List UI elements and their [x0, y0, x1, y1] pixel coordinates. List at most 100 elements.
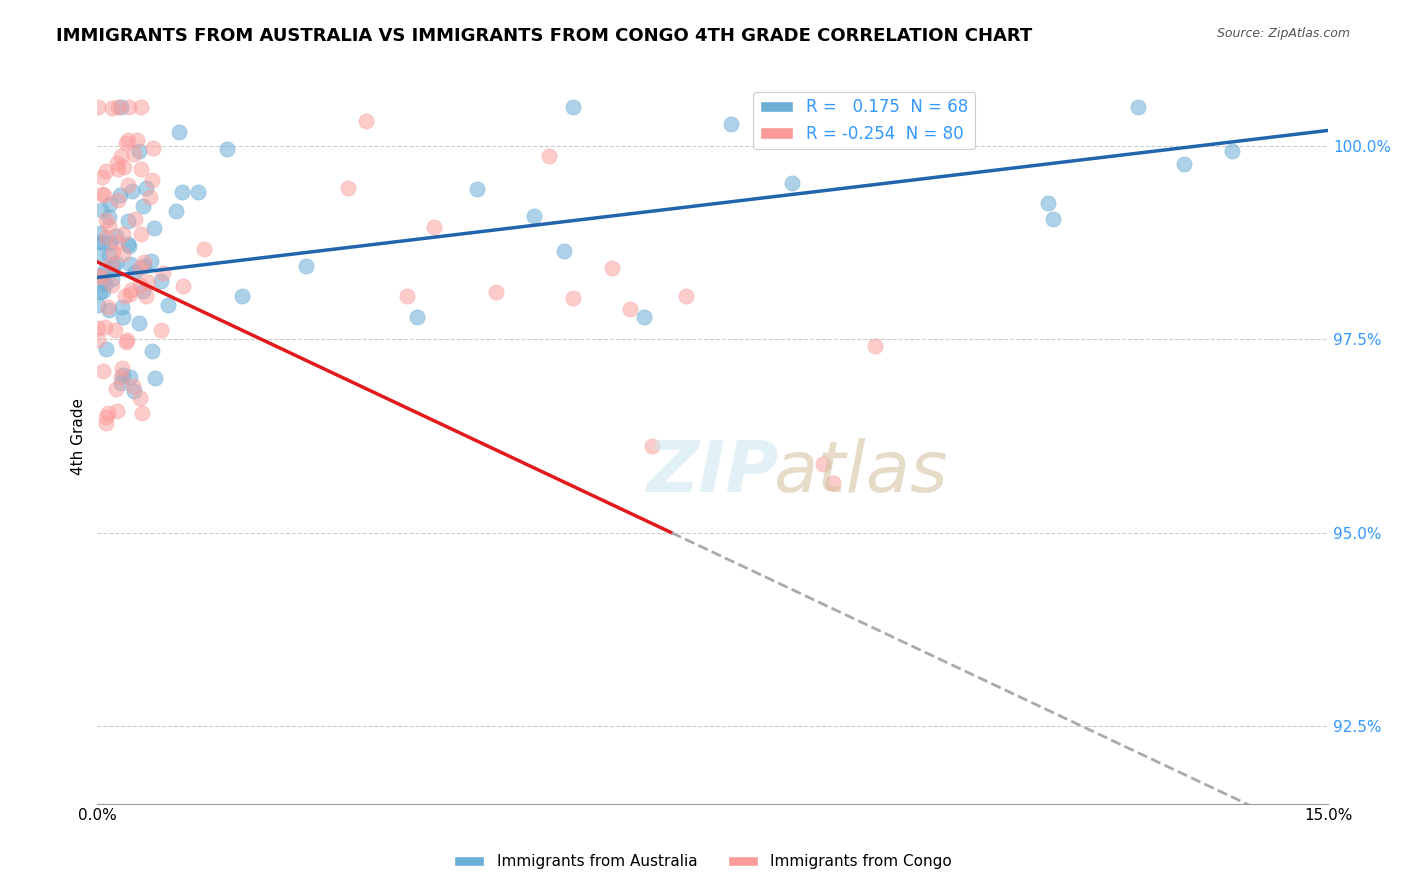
Point — [128, 144, 150, 158]
Point — [93, 263, 115, 277]
Point — [295, 260, 318, 274]
Point — [789, 120, 811, 135]
Point — [91, 186, 114, 201]
Point — [105, 382, 128, 396]
Point — [561, 292, 583, 306]
Point — [93, 235, 115, 249]
Point — [553, 244, 575, 258]
Point — [93, 277, 115, 291]
Point — [120, 257, 142, 271]
Point — [104, 323, 127, 337]
Point — [103, 244, 125, 259]
Point — [118, 239, 141, 253]
Point — [619, 301, 641, 316]
Point — [87, 247, 110, 261]
Point — [1128, 100, 1150, 114]
Point — [114, 136, 136, 150]
Point — [172, 279, 194, 293]
Point — [87, 235, 110, 250]
Point — [110, 370, 132, 384]
Point — [101, 278, 124, 293]
Point — [91, 284, 114, 298]
Point — [139, 254, 162, 268]
Point — [170, 185, 193, 199]
Point — [118, 287, 141, 301]
Legend: Immigrants from Australia, Immigrants from Congo: Immigrants from Australia, Immigrants fr… — [447, 848, 959, 875]
Text: atlas: atlas — [773, 438, 948, 508]
Point — [105, 256, 128, 270]
Point — [120, 283, 142, 297]
Point — [122, 146, 145, 161]
Point — [124, 265, 146, 279]
Point — [336, 181, 359, 195]
Point — [105, 229, 128, 244]
Point — [91, 364, 114, 378]
Point — [110, 300, 132, 314]
Point — [523, 209, 546, 223]
Point — [187, 186, 209, 200]
Point — [136, 275, 159, 289]
Point — [485, 285, 508, 299]
Point — [641, 439, 664, 453]
Point — [129, 161, 152, 176]
Point — [127, 133, 149, 147]
Point — [134, 255, 156, 269]
Point — [115, 335, 138, 350]
Point — [863, 339, 886, 353]
Point — [813, 457, 835, 471]
Point — [562, 100, 585, 114]
Point — [1042, 211, 1064, 226]
Point — [91, 169, 114, 184]
Point — [93, 187, 115, 202]
Point — [1173, 156, 1195, 170]
Y-axis label: 4th Grade: 4th Grade — [72, 398, 86, 475]
Point — [118, 370, 141, 384]
Point — [117, 214, 139, 228]
Point — [89, 226, 111, 240]
Point — [117, 178, 139, 192]
Point — [118, 100, 141, 114]
Text: IMMIGRANTS FROM AUSTRALIA VS IMMIGRANTS FROM CONGO 4TH GRADE CORRELATION CHART: IMMIGRANTS FROM AUSTRALIA VS IMMIGRANTS … — [56, 27, 1032, 45]
Point — [105, 404, 128, 418]
Point — [98, 248, 121, 262]
Point — [112, 247, 135, 261]
Point — [97, 303, 120, 318]
Point — [132, 199, 155, 213]
Point — [134, 259, 156, 273]
Point — [128, 261, 150, 276]
Point — [142, 221, 165, 235]
Point — [114, 289, 136, 303]
Point — [101, 258, 124, 272]
Point — [128, 316, 150, 330]
Point — [96, 213, 118, 227]
Point — [97, 406, 120, 420]
Point — [110, 100, 132, 114]
Point — [405, 310, 427, 325]
Point — [94, 163, 117, 178]
Text: Source: ZipAtlas.com: Source: ZipAtlas.com — [1216, 27, 1350, 40]
Point — [538, 149, 561, 163]
Point — [150, 323, 173, 337]
Point — [354, 114, 377, 128]
Point — [633, 310, 655, 324]
Point — [105, 235, 128, 249]
Point — [111, 360, 134, 375]
Point — [131, 406, 153, 420]
Point — [98, 197, 121, 211]
Point — [121, 184, 143, 198]
Point — [465, 182, 488, 196]
Point — [139, 190, 162, 204]
Point — [87, 321, 110, 335]
Point — [720, 117, 742, 131]
Point — [423, 219, 446, 234]
Point — [89, 285, 111, 299]
Point — [87, 298, 110, 312]
Point — [135, 181, 157, 195]
Point — [131, 284, 153, 298]
Point — [107, 100, 129, 114]
Point — [231, 289, 253, 303]
Point — [157, 298, 180, 312]
Point — [110, 149, 132, 163]
Point — [111, 227, 134, 242]
Point — [94, 416, 117, 430]
